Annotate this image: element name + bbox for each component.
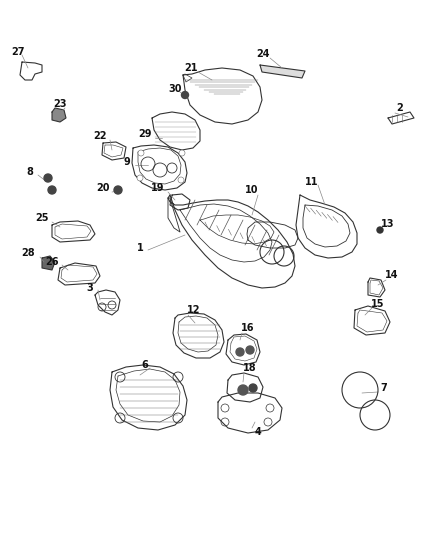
Text: 20: 20 xyxy=(96,183,110,193)
Text: 4: 4 xyxy=(254,427,261,437)
Circle shape xyxy=(138,150,144,156)
Text: 12: 12 xyxy=(187,305,201,315)
Text: 15: 15 xyxy=(371,299,385,309)
Text: 25: 25 xyxy=(35,213,49,223)
Text: 11: 11 xyxy=(305,177,319,187)
Circle shape xyxy=(44,174,52,182)
Circle shape xyxy=(249,384,257,392)
Circle shape xyxy=(377,227,383,233)
Circle shape xyxy=(48,186,56,194)
Polygon shape xyxy=(42,256,55,270)
Polygon shape xyxy=(168,198,180,232)
Text: 1: 1 xyxy=(137,243,143,253)
Text: 24: 24 xyxy=(256,49,270,59)
Text: 22: 22 xyxy=(93,131,107,141)
Polygon shape xyxy=(20,62,42,80)
Text: 21: 21 xyxy=(184,63,198,73)
Text: 9: 9 xyxy=(124,157,131,167)
Text: 2: 2 xyxy=(397,103,403,113)
Circle shape xyxy=(114,186,122,194)
Text: 18: 18 xyxy=(243,363,257,373)
Circle shape xyxy=(178,177,184,183)
Polygon shape xyxy=(247,222,298,248)
Polygon shape xyxy=(218,393,282,433)
Text: 10: 10 xyxy=(245,185,259,195)
Polygon shape xyxy=(173,313,224,358)
Polygon shape xyxy=(368,278,385,297)
Polygon shape xyxy=(170,194,190,210)
Polygon shape xyxy=(132,145,187,190)
Circle shape xyxy=(179,150,185,156)
Text: 29: 29 xyxy=(138,129,152,139)
Polygon shape xyxy=(58,263,100,285)
Polygon shape xyxy=(110,365,187,430)
Text: 19: 19 xyxy=(151,183,165,193)
Polygon shape xyxy=(227,373,263,402)
Polygon shape xyxy=(354,306,390,335)
Text: 3: 3 xyxy=(87,283,93,293)
Polygon shape xyxy=(296,195,357,258)
Polygon shape xyxy=(102,142,126,160)
Text: 23: 23 xyxy=(53,99,67,109)
Text: 13: 13 xyxy=(381,219,395,229)
Text: 26: 26 xyxy=(45,257,59,267)
Text: 8: 8 xyxy=(27,167,33,177)
Text: 30: 30 xyxy=(168,84,182,94)
Polygon shape xyxy=(226,334,260,365)
Polygon shape xyxy=(388,112,414,124)
Circle shape xyxy=(137,175,143,181)
Circle shape xyxy=(246,346,254,354)
Text: 27: 27 xyxy=(11,47,25,57)
Circle shape xyxy=(236,348,244,356)
Text: 7: 7 xyxy=(381,383,387,393)
Circle shape xyxy=(238,385,248,395)
Polygon shape xyxy=(152,112,200,150)
Polygon shape xyxy=(260,65,305,78)
Polygon shape xyxy=(52,108,66,122)
Text: 14: 14 xyxy=(385,270,399,280)
Polygon shape xyxy=(183,68,262,124)
Circle shape xyxy=(181,92,188,99)
Text: 28: 28 xyxy=(21,248,35,258)
Text: 6: 6 xyxy=(141,360,148,370)
Polygon shape xyxy=(168,195,295,288)
Polygon shape xyxy=(95,290,120,315)
Text: 16: 16 xyxy=(241,323,255,333)
Polygon shape xyxy=(52,221,95,242)
